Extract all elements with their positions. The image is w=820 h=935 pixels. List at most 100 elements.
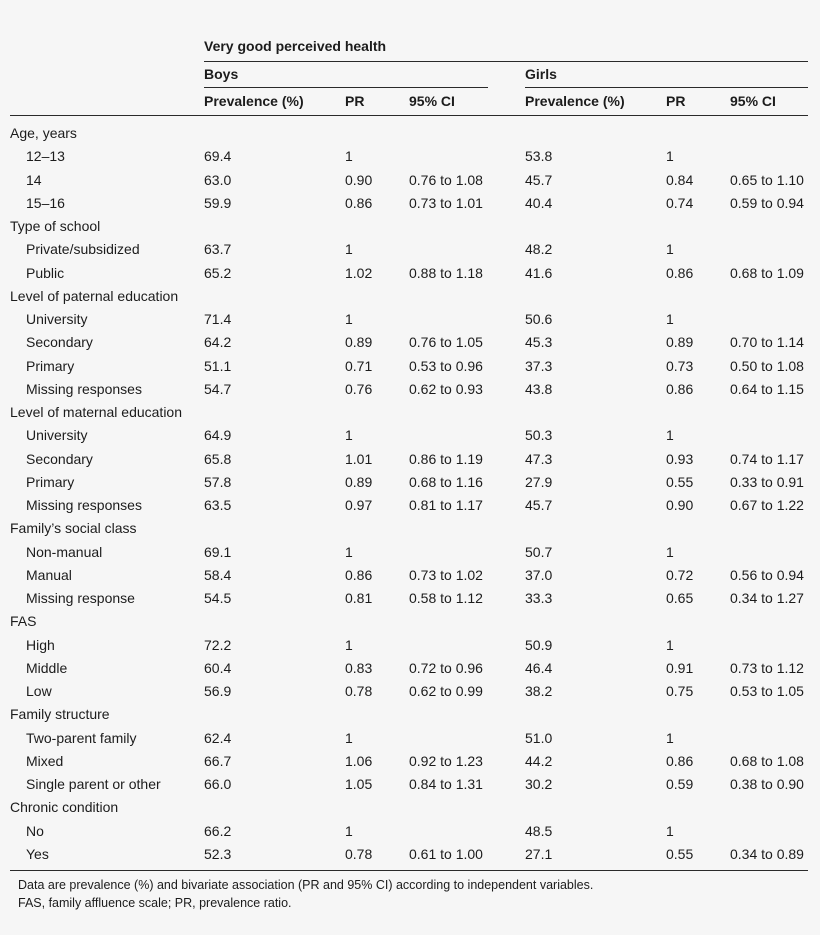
row-label: Mixed bbox=[26, 753, 64, 769]
cell-boys-ci: 0.92 to 1.23 bbox=[409, 753, 483, 769]
cell-girls-pr: 0.74 bbox=[666, 195, 694, 211]
group-label: Family’s social class bbox=[10, 520, 137, 536]
cell-boys-pr: 1 bbox=[345, 241, 353, 257]
cell-girls-pr: 0.89 bbox=[666, 334, 694, 350]
cell-girls-prevalence: 45.7 bbox=[525, 172, 553, 188]
cell-girls-prevalence: 37.0 bbox=[525, 567, 553, 583]
cell-boys-ci: 0.73 to 1.01 bbox=[409, 195, 483, 211]
cell-boys-pr: 1.06 bbox=[345, 753, 373, 769]
row-label: Middle bbox=[26, 660, 68, 676]
cell-boys-prevalence: 60.4 bbox=[204, 660, 232, 676]
cell-boys-ci: 0.84 to 1.31 bbox=[409, 776, 483, 792]
row-label: Private/subsidized bbox=[26, 241, 140, 257]
header-bottom-rule bbox=[10, 115, 808, 116]
group-heading-girls: Girls bbox=[525, 66, 557, 82]
row-label: 12–13 bbox=[26, 148, 65, 164]
cell-boys-prevalence: 64.9 bbox=[204, 427, 232, 443]
cell-girls-ci: 0.50 to 1.08 bbox=[730, 358, 804, 374]
cell-boys-prevalence: 69.4 bbox=[204, 148, 232, 164]
cell-girls-prevalence: 50.7 bbox=[525, 544, 553, 560]
row-label: Non-manual bbox=[26, 544, 103, 560]
group-label: Type of school bbox=[10, 218, 101, 234]
row-label: Two-parent family bbox=[26, 730, 137, 746]
cell-girls-prevalence: 43.8 bbox=[525, 381, 553, 397]
cell-girls-pr: 1 bbox=[666, 637, 674, 653]
cell-girls-pr: 0.59 bbox=[666, 776, 694, 792]
cell-girls-prevalence: 47.3 bbox=[525, 451, 553, 467]
row-label: University bbox=[26, 427, 88, 443]
cell-girls-ci: 0.68 to 1.08 bbox=[730, 753, 804, 769]
cell-boys-pr: 0.81 bbox=[345, 590, 373, 606]
cell-girls-prevalence: 48.2 bbox=[525, 241, 553, 257]
group-label: Level of paternal education bbox=[10, 288, 179, 304]
cell-boys-ci: 0.68 to 1.16 bbox=[409, 474, 483, 490]
cell-boys-pr: 1.01 bbox=[345, 451, 373, 467]
cell-girls-prevalence: 41.6 bbox=[525, 265, 553, 281]
cell-girls-prevalence: 50.6 bbox=[525, 311, 553, 327]
cell-boys-prevalence: 63.7 bbox=[204, 241, 232, 257]
cell-boys-pr: 0.89 bbox=[345, 334, 373, 350]
row-label: Missing responses bbox=[26, 381, 142, 397]
cell-girls-pr: 0.55 bbox=[666, 474, 694, 490]
footnote-abbreviations: FAS, family affluence scale; PR, prevale… bbox=[18, 896, 292, 910]
cell-girls-pr: 0.90 bbox=[666, 497, 694, 513]
cell-girls-pr: 0.75 bbox=[666, 683, 694, 699]
boys-rule bbox=[204, 87, 488, 88]
column-heading-boys-pr: PR bbox=[345, 93, 365, 109]
column-heading-girls-pr: PR bbox=[666, 93, 686, 109]
cell-boys-pr: 1 bbox=[345, 730, 353, 746]
column-heading-girls-prevalence: Prevalence (%) bbox=[525, 93, 625, 109]
row-label: Yes bbox=[26, 846, 49, 862]
cell-boys-prevalence: 66.7 bbox=[204, 753, 232, 769]
row-label: Secondary bbox=[26, 334, 93, 350]
cell-girls-pr: 0.55 bbox=[666, 846, 694, 862]
cell-boys-prevalence: 58.4 bbox=[204, 567, 232, 583]
table-bottom-rule bbox=[10, 870, 808, 871]
cell-girls-prevalence: 44.2 bbox=[525, 753, 553, 769]
cell-boys-prevalence: 59.9 bbox=[204, 195, 232, 211]
cell-girls-pr: 1 bbox=[666, 311, 674, 327]
cell-boys-prevalence: 65.2 bbox=[204, 265, 232, 281]
cell-girls-ci: 0.73 to 1.12 bbox=[730, 660, 804, 676]
cell-boys-prevalence: 56.9 bbox=[204, 683, 232, 699]
cell-girls-ci: 0.34 to 1.27 bbox=[730, 590, 804, 606]
group-heading-boys: Boys bbox=[204, 66, 239, 82]
cell-boys-pr: 1 bbox=[345, 427, 353, 443]
cell-boys-pr: 1.05 bbox=[345, 776, 373, 792]
row-label: 15–16 bbox=[26, 195, 65, 211]
row-label: 14 bbox=[26, 172, 42, 188]
cell-boys-ci: 0.53 to 0.96 bbox=[409, 358, 483, 374]
cell-girls-prevalence: 27.9 bbox=[525, 474, 553, 490]
cell-girls-ci: 0.56 to 0.94 bbox=[730, 567, 804, 583]
row-label: Secondary bbox=[26, 451, 93, 467]
cell-boys-prevalence: 63.0 bbox=[204, 172, 232, 188]
cell-boys-pr: 0.76 bbox=[345, 381, 373, 397]
cell-girls-ci: 0.70 to 1.14 bbox=[730, 334, 804, 350]
cell-boys-ci: 0.62 to 0.93 bbox=[409, 381, 483, 397]
cell-girls-pr: 0.84 bbox=[666, 172, 694, 188]
row-label: University bbox=[26, 311, 88, 327]
cell-girls-ci: 0.64 to 1.15 bbox=[730, 381, 804, 397]
cell-girls-prevalence: 40.4 bbox=[525, 195, 553, 211]
group-label: Level of maternal education bbox=[10, 404, 182, 420]
cell-boys-ci: 0.81 to 1.17 bbox=[409, 497, 483, 513]
cell-girls-pr: 1 bbox=[666, 544, 674, 560]
cell-girls-prevalence: 50.9 bbox=[525, 637, 553, 653]
cell-boys-pr: 0.86 bbox=[345, 567, 373, 583]
cell-girls-ci: 0.67 to 1.22 bbox=[730, 497, 804, 513]
cell-boys-pr: 0.78 bbox=[345, 846, 373, 862]
cell-girls-prevalence: 46.4 bbox=[525, 660, 553, 676]
cell-boys-prevalence: 62.4 bbox=[204, 730, 232, 746]
cell-girls-pr: 1 bbox=[666, 241, 674, 257]
row-label: Primary bbox=[26, 358, 75, 374]
cell-girls-ci: 0.34 to 0.89 bbox=[730, 846, 804, 862]
row-label: Low bbox=[26, 683, 52, 699]
row-label: Public bbox=[26, 265, 65, 281]
cell-boys-prevalence: 54.5 bbox=[204, 590, 232, 606]
row-label: Manual bbox=[26, 567, 72, 583]
cell-girls-ci: 0.59 to 0.94 bbox=[730, 195, 804, 211]
group-label: Chronic condition bbox=[10, 799, 119, 815]
cell-girls-ci: 0.53 to 1.05 bbox=[730, 683, 804, 699]
cell-boys-ci: 0.62 to 0.99 bbox=[409, 683, 483, 699]
girls-rule bbox=[525, 87, 808, 88]
